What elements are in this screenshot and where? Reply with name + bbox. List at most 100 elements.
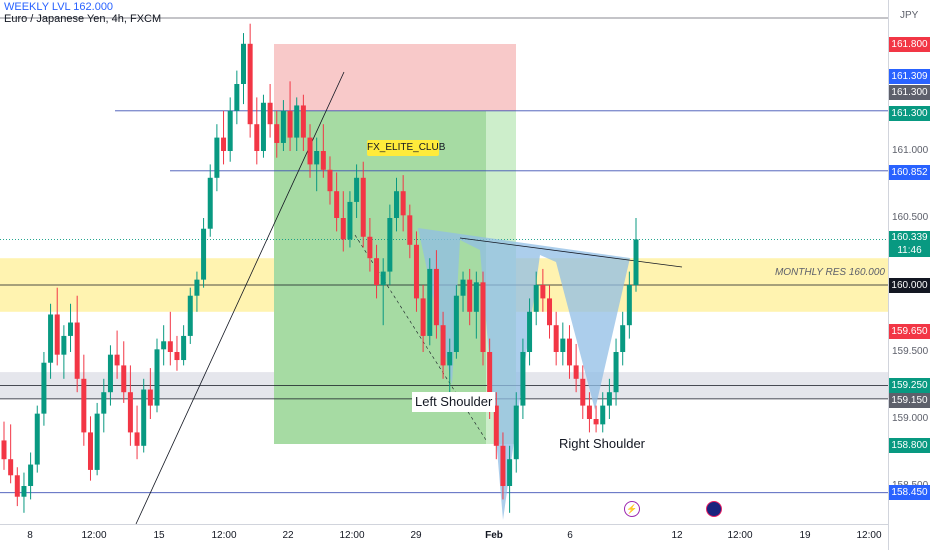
candle-body (620, 325, 626, 352)
candle-body (127, 392, 133, 433)
price-badge: 159.650 (889, 324, 930, 339)
candle-body (300, 105, 306, 138)
candle-body (260, 102, 266, 151)
candle-body (527, 311, 533, 352)
time-tick: 8 (27, 530, 33, 541)
candle-body (87, 432, 93, 470)
candle-body (407, 215, 413, 245)
candle-body (600, 405, 606, 425)
candle-body (500, 445, 506, 486)
candle-body (460, 279, 466, 296)
candle-body (48, 314, 54, 363)
candle-body (68, 322, 74, 336)
candle-body (633, 239, 639, 285)
stop-zone (274, 44, 516, 111)
price-badge: 159.250 (889, 378, 930, 393)
candle-body (267, 102, 273, 125)
candle-body (520, 352, 526, 406)
time-tick: 12:00 (856, 530, 882, 541)
price-badge: 161.309 (889, 69, 930, 84)
symbol-description[interactable]: Euro / Japanese Yen, 4h, FXCM (4, 13, 162, 25)
candle-body (14, 475, 20, 497)
candle-body (473, 282, 479, 312)
candle-body (354, 177, 360, 202)
chart-title: WEEKLY LVL 162.000 (4, 1, 114, 13)
candle-body (420, 298, 426, 336)
candle-body (107, 354, 113, 393)
time-tick: 19 (799, 530, 811, 541)
candle-body (467, 279, 473, 312)
candle-body (207, 177, 213, 229)
fx-elite-club-label: FX_ELITE_CLUB (367, 140, 445, 156)
candle-body (147, 389, 153, 406)
candle-body (507, 459, 513, 486)
price-badge: 160.852 (889, 165, 930, 180)
candle-body (274, 124, 280, 143)
time-tick: 22 (282, 530, 294, 541)
candle-body (240, 43, 246, 84)
chart-canvas[interactable] (0, 0, 888, 525)
candle-body (347, 201, 353, 240)
candle-body (553, 325, 559, 352)
candle-body (1, 440, 7, 460)
candle-body (28, 464, 34, 486)
time-axis-line (0, 524, 888, 525)
candle-body (314, 151, 320, 165)
candle-body (201, 228, 207, 280)
candle-body (121, 365, 127, 393)
candle-body (167, 341, 173, 352)
candle-body (181, 335, 187, 361)
candle-body (41, 362, 47, 414)
candle-body (194, 279, 200, 296)
time-tick: Feb (485, 530, 503, 541)
candle-body (327, 169, 333, 192)
candle-body (81, 378, 87, 433)
candle-body (387, 218, 393, 272)
candle-body (34, 413, 40, 465)
candle-body (547, 298, 553, 326)
candle-body (626, 285, 632, 326)
target-zone (274, 110, 516, 445)
candle-body (533, 285, 539, 312)
price-tick: 161.000 (892, 145, 929, 156)
candle-body (187, 295, 193, 336)
candle-body (54, 314, 60, 355)
lightning-event-icon[interactable]: ⚡ (624, 501, 640, 517)
candle-body (480, 282, 486, 352)
candle-body (141, 389, 147, 446)
time-tick: 12 (671, 530, 683, 541)
candle-body (580, 378, 586, 406)
candle-body (573, 365, 579, 379)
neckline (459, 237, 683, 268)
price-badge: 158.800 (889, 438, 930, 453)
candle-body (134, 432, 140, 446)
candle-body (74, 322, 80, 379)
time-tick: 29 (410, 530, 422, 541)
candle-body (394, 191, 400, 218)
eu-flag-event-icon[interactable] (706, 501, 722, 517)
candle-body (540, 285, 546, 299)
candle-body (154, 349, 160, 406)
candle-body (280, 110, 286, 143)
candle-body (593, 419, 599, 425)
time-tick: 12:00 (727, 530, 753, 541)
candle-body (221, 137, 227, 151)
candle-body (606, 392, 612, 406)
time-tick: 15 (153, 530, 165, 541)
price-tick: 159.500 (892, 346, 929, 357)
candle-body (380, 271, 386, 285)
left-shoulder-label: Left Shoulder (412, 392, 496, 412)
candle-body (453, 295, 459, 352)
candle-body (427, 268, 433, 336)
candle-body (114, 354, 120, 366)
right-shoulder-label: Right Shoulder (559, 436, 645, 451)
price-tick: 160.500 (892, 212, 929, 223)
candle-body (340, 218, 346, 240)
candle-body (214, 137, 220, 178)
candle-body (227, 110, 233, 151)
candle-body (613, 352, 619, 393)
candle-body (247, 43, 253, 125)
last-price-value: 160.339 (891, 232, 928, 243)
candle-body (367, 236, 373, 259)
candle-body (493, 405, 499, 446)
